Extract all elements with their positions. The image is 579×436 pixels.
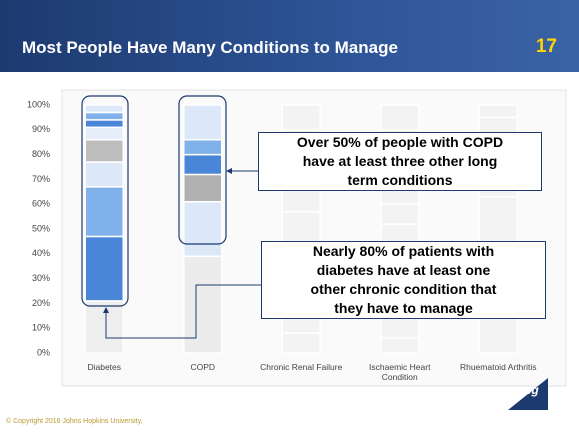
x-tick-label: Chronic Renal Failure xyxy=(260,362,343,372)
connector xyxy=(105,284,261,339)
callout-line: Nearly 80% of patients with xyxy=(312,243,495,259)
bar-segment xyxy=(183,255,223,354)
y-tick-label: 60% xyxy=(32,199,50,209)
bar-segment xyxy=(183,200,223,258)
bar-segment xyxy=(84,161,124,188)
bar-segment xyxy=(84,111,124,121)
y-tick-label: 90% xyxy=(32,124,50,134)
bar-segment xyxy=(183,173,223,203)
y-tick-label: 50% xyxy=(32,223,50,233)
page-number: 17 xyxy=(535,36,557,57)
y-tick-label: 20% xyxy=(32,298,50,308)
bar-segment xyxy=(380,337,420,354)
bar-segment xyxy=(84,235,124,302)
highlight-outline xyxy=(178,95,227,245)
logo-mark xyxy=(508,378,548,410)
slide-title: Most People Have Many Conditions to Mana… xyxy=(22,38,398,57)
y-tick-label: 40% xyxy=(32,248,50,258)
callout-line: diabetes have at least one xyxy=(316,262,491,278)
x-tick-label: Ischaemic Heart Condition xyxy=(369,362,431,382)
callout-box: Nearly 80% of patients with diabetes have… xyxy=(261,241,546,319)
y-tick-label: 10% xyxy=(32,323,50,333)
y-tick-label: 70% xyxy=(32,174,50,184)
callout-line: have at least three other long xyxy=(302,153,498,169)
callout-line: term conditions xyxy=(347,172,453,188)
bar-segment xyxy=(84,300,124,354)
bar-segment xyxy=(183,104,223,141)
bar-segment xyxy=(84,138,124,163)
x-tick-label: Rhuematoid Arthritis xyxy=(459,362,537,372)
bar-segment xyxy=(84,104,124,114)
logo: acg xyxy=(518,383,539,397)
y-tick-label: 0% xyxy=(37,347,50,357)
bar-segment xyxy=(183,138,223,156)
arrowhead xyxy=(103,307,109,313)
callout-line: Over 50% of people with COPD xyxy=(296,134,504,150)
bar-segment xyxy=(380,203,420,225)
bar-segment xyxy=(281,332,321,354)
x-tick-label: Diabetes xyxy=(87,362,122,372)
bar-segment xyxy=(380,104,420,131)
x-tick-label: COPD xyxy=(190,362,216,372)
bar-segment xyxy=(478,104,518,119)
bar-segment xyxy=(281,104,321,131)
callout-box: Over 50% of people with COPD have at leas… xyxy=(258,132,542,191)
bar-segment xyxy=(183,153,223,176)
arrowhead xyxy=(226,168,232,174)
bar-segment xyxy=(84,186,124,238)
callout-line: they have to manage xyxy=(334,300,473,316)
header xyxy=(0,0,579,72)
bar-segment xyxy=(84,119,124,129)
footer: © Copyright 2016 Johns Hopkins Universit… xyxy=(6,418,143,425)
y-tick-label: 30% xyxy=(32,273,50,283)
highlight-outline xyxy=(81,95,129,307)
y-tick-label: 80% xyxy=(32,149,50,159)
y-tick-label: 100% xyxy=(27,99,50,109)
callout-line: other chronic condition that xyxy=(310,281,497,297)
bar-segment xyxy=(84,126,124,141)
